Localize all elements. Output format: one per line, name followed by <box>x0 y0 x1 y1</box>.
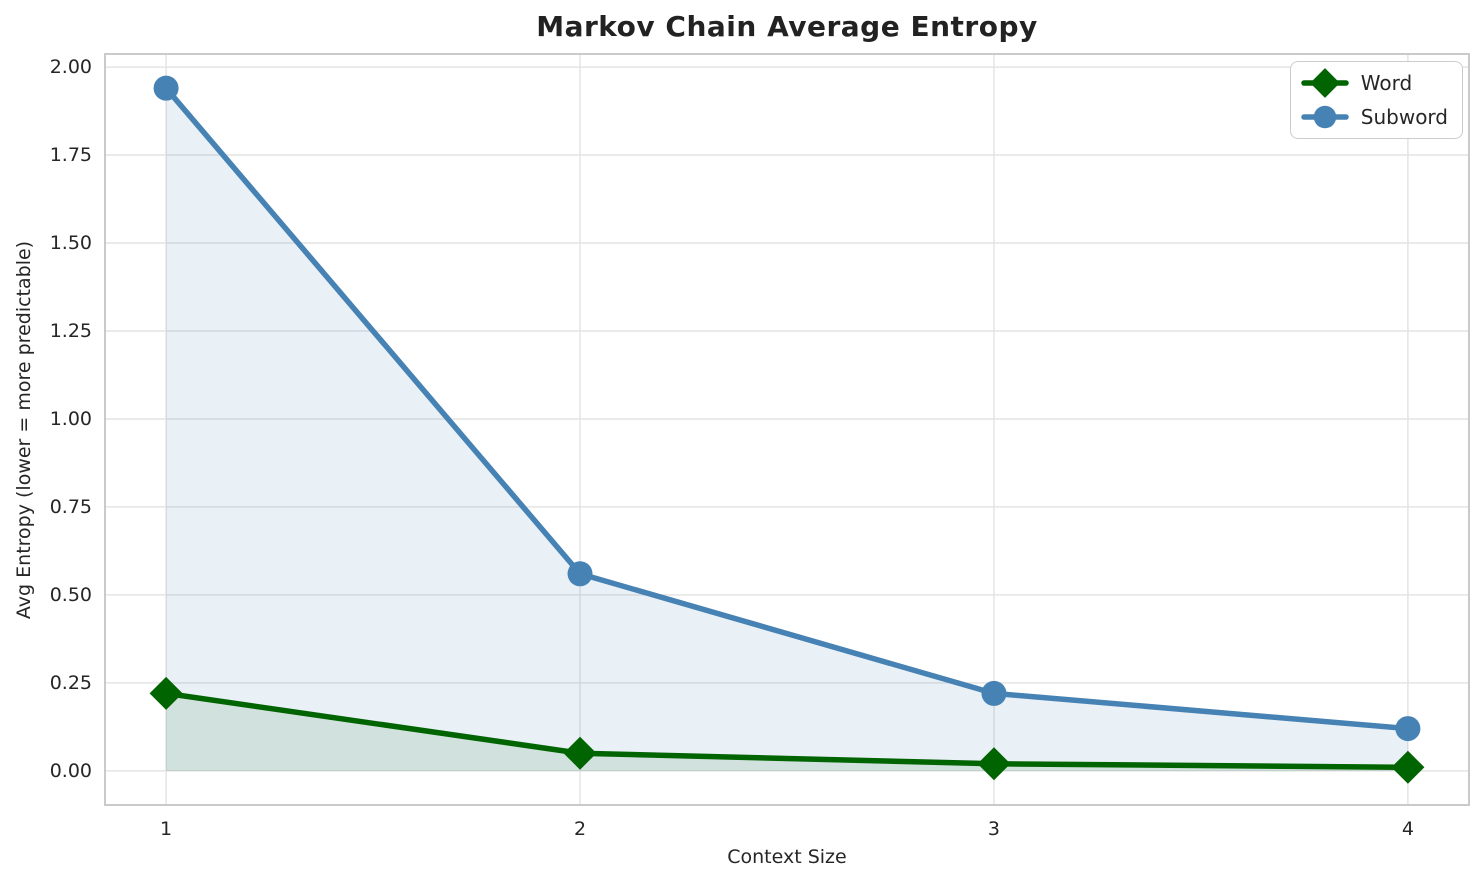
legend-item-word: Word <box>1301 68 1448 98</box>
x-axis-label: Context Size <box>727 846 847 868</box>
y-tick-label: 1.75 <box>49 144 92 167</box>
y-axis-label: Avg Entropy (lower = more predictable) <box>13 240 35 620</box>
y-tick-label: 0.50 <box>49 583 92 606</box>
x-tick-label: 3 <box>987 818 1001 840</box>
y-tick-label: 2.00 <box>49 56 92 79</box>
y-tick-label: 1.00 <box>49 407 92 430</box>
y-tick-label: 0.25 <box>49 671 92 694</box>
x-tick-label: 1 <box>160 818 173 840</box>
x-tick-label: 4 <box>1401 818 1414 840</box>
legend-label-word: Word <box>1360 71 1413 95</box>
chart-title: Markov Chain Average Entropy <box>536 10 1038 43</box>
legend-item-subword: Subword <box>1301 102 1448 132</box>
legend-label-subword: Subword <box>1360 105 1448 129</box>
legend: Word Subword <box>1289 61 1463 139</box>
plot-area <box>104 53 1470 806</box>
y-tick-label: 1.25 <box>49 319 92 342</box>
y-tick-label: 1.50 <box>49 232 92 254</box>
y-tick-label: 0.00 <box>49 759 92 782</box>
subword-series-sample-icon <box>1301 105 1349 129</box>
x-tick-label: 2 <box>573 818 587 840</box>
word-series-sample-icon <box>1301 68 1349 98</box>
y-tick-label: 0.75 <box>49 495 92 518</box>
